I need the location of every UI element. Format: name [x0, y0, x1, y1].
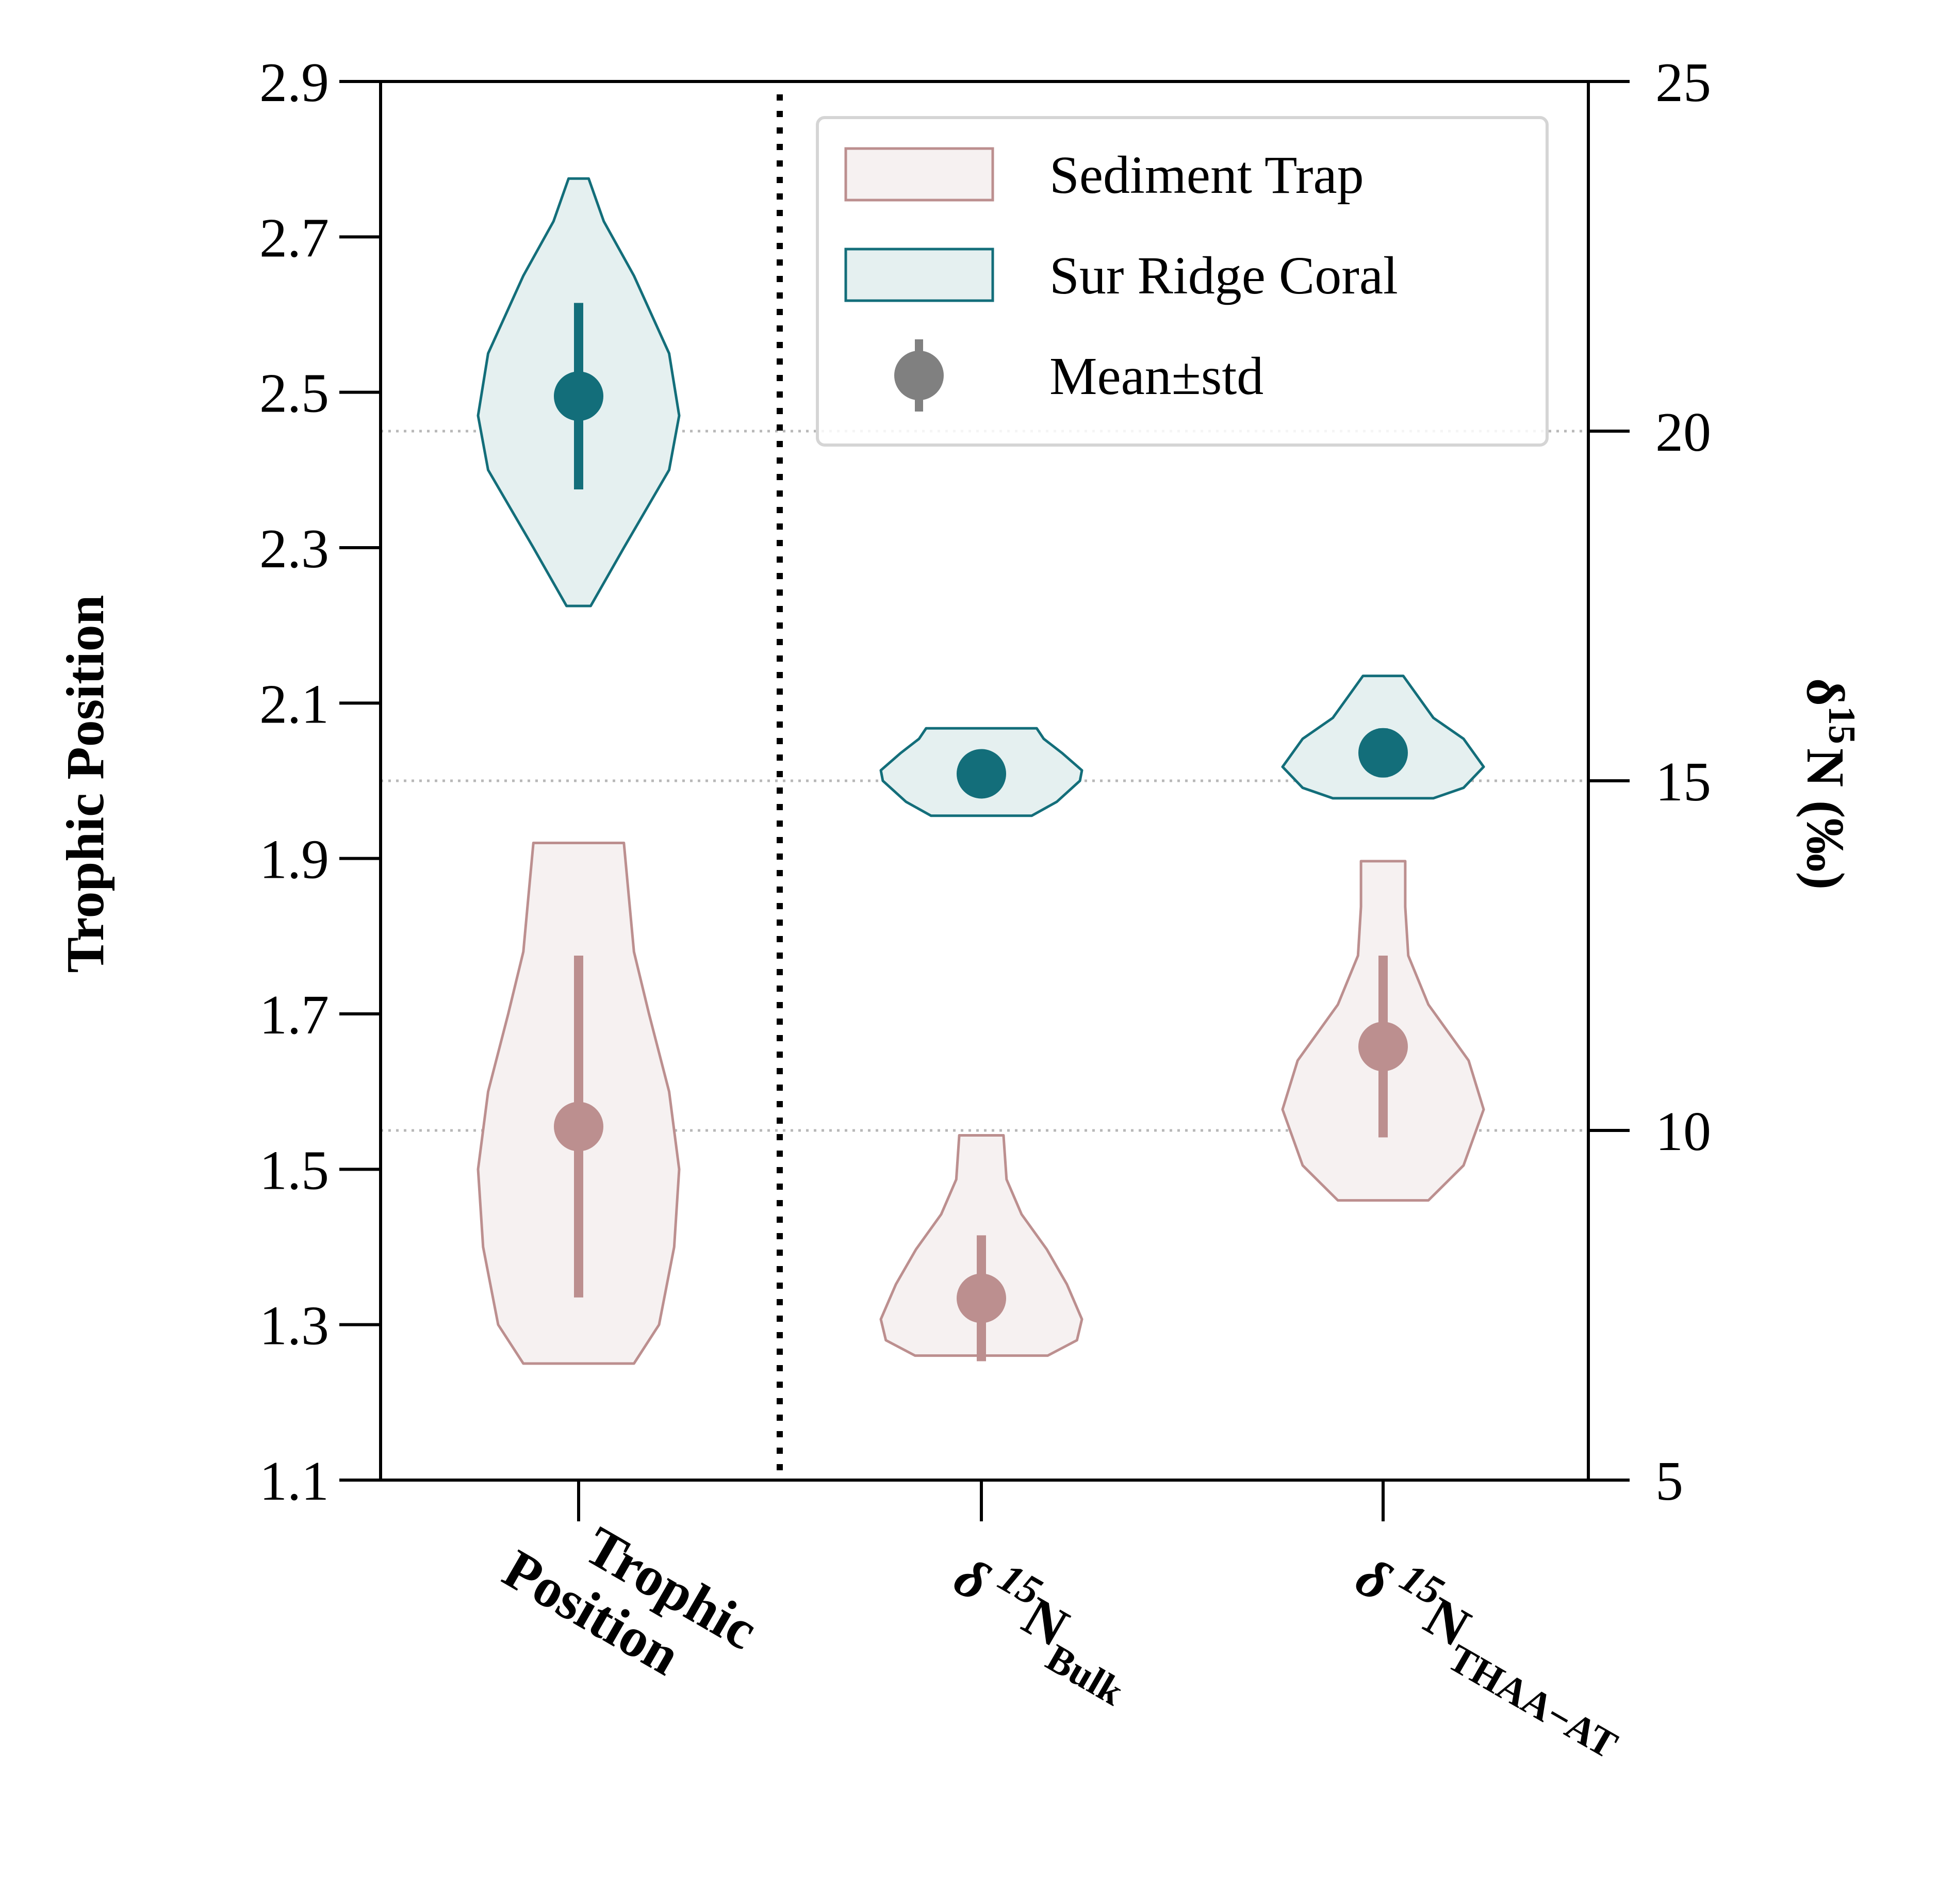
- legend-box: [816, 116, 1549, 447]
- mean-point-1-thaa: [1358, 728, 1408, 778]
- left-tick-label: 2.1: [259, 674, 329, 735]
- mean-point-0-tp: [554, 1102, 603, 1152]
- x-label-delta: δ: [1346, 1546, 1401, 1614]
- right-axis-title-sup: 15: [1820, 706, 1863, 744]
- legend-label-2: Mean±std: [1049, 347, 1263, 406]
- mean-std-markers: [554, 303, 1408, 1361]
- left-y-axis: 1.1 1.3 1.5 1.7 1.9 2.1 2.3 2.5 2.7 2.9: [259, 52, 381, 1512]
- right-axis-title: δ15 N (‰): [1796, 678, 1863, 890]
- right-tick-label: 15: [1655, 751, 1711, 813]
- right-tick-label: 25: [1655, 52, 1711, 113]
- left-tick-label: 2.9: [259, 52, 329, 113]
- legend: Sediment Trap Sur Ridge Coral Mean±std: [816, 116, 1549, 447]
- left-tick-label: 1.5: [259, 1140, 329, 1201]
- left-tick-label: 1.7: [259, 984, 329, 1046]
- x-label-text: δ15NTHAA−AT: [1338, 1536, 1648, 1767]
- legend-mean-marker: [894, 351, 944, 400]
- left-tick-label: 2.3: [259, 518, 329, 580]
- left-tick-label: 1.9: [259, 829, 329, 891]
- right-axis-title-delta: δ: [1796, 678, 1855, 706]
- right-tick-label: 10: [1655, 1101, 1711, 1162]
- legend-swatch-1: [844, 248, 994, 302]
- left-tick-label: 1.1: [259, 1451, 329, 1512]
- left-axis-title: Trophic Position: [56, 595, 115, 973]
- legend-label-0: Sediment Trap: [1049, 145, 1364, 205]
- left-tick-label: 1.3: [259, 1295, 329, 1357]
- left-tick-label: 2.7: [259, 207, 329, 269]
- right-tick-label: 20: [1655, 402, 1711, 463]
- left-tick-label: 2.5: [259, 363, 329, 424]
- mean-point-0-bulk: [957, 1273, 1006, 1323]
- right-axis-title-rest: N (‰): [1796, 748, 1855, 890]
- x-label-sub: THAA−AT: [1441, 1636, 1624, 1767]
- mean-point-0-thaa: [1358, 1022, 1408, 1072]
- right-tick-label: 5: [1655, 1451, 1683, 1512]
- mean-point-1-bulk: [957, 749, 1006, 799]
- x-label-thaa: δ15NTHAA−AT: [1338, 1536, 1648, 1767]
- legend-label-1: Sur Ridge Coral: [1049, 246, 1398, 305]
- right-y-axis: 5 10 15 20 25: [1588, 52, 1711, 1512]
- mean-point-1-tp: [554, 371, 603, 421]
- legend-swatch-0: [844, 147, 994, 202]
- x-label-delta: δ: [944, 1546, 999, 1614]
- x-label-text: δ15NBulk: [936, 1536, 1155, 1714]
- x-label-bulk: δ15NBulk: [936, 1536, 1155, 1714]
